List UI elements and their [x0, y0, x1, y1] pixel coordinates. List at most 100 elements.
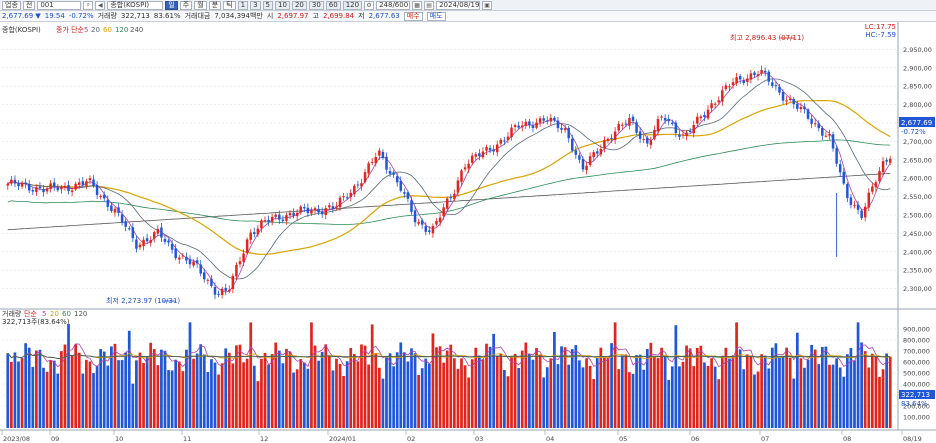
- volume-bar: [45, 371, 49, 428]
- volume-bar: [281, 363, 285, 428]
- volume-bar: [595, 357, 599, 428]
- candle-body: [35, 187, 38, 193]
- buy-button[interactable]: 매수: [403, 11, 423, 21]
- candle-body: [617, 124, 620, 131]
- last-price-tag-bg: [899, 117, 935, 127]
- volume-bar: [763, 355, 767, 428]
- candle-body: [38, 186, 42, 189]
- candle-body: [667, 119, 670, 122]
- table-icon[interactable]: ▦: [412, 0, 423, 10]
- volume-bar: [13, 352, 17, 428]
- candle-body: [467, 163, 470, 169]
- search-icon[interactable]: ⌕: [83, 0, 94, 10]
- minute-1[interactable]: 1: [237, 0, 249, 10]
- volume-bar: [402, 352, 406, 428]
- candle-body: [649, 140, 653, 145]
- volume-bar: [556, 364, 560, 428]
- volume-bar: [592, 379, 596, 428]
- candle-body: [410, 200, 413, 212]
- candle-body: [585, 165, 588, 171]
- volume-bar: [663, 356, 667, 428]
- candle-body: [388, 171, 392, 174]
- code-input[interactable]: 001: [37, 0, 82, 10]
- minute-30[interactable]: 30: [308, 0, 324, 10]
- volume-bar: [781, 356, 785, 428]
- volume-bar: [60, 351, 63, 428]
- candle-body: [260, 220, 263, 229]
- candle-body: [824, 135, 828, 137]
- period-month-tab[interactable]: 월: [194, 0, 207, 10]
- x-axis-label: 08: [843, 435, 851, 443]
- volume-bar: [831, 364, 835, 428]
- candle-body: [571, 138, 574, 151]
- volume-bar: [674, 325, 678, 428]
- candle-body: [281, 219, 285, 221]
- candle-body: [778, 86, 781, 93]
- volume-bar: [413, 353, 417, 428]
- minute-20[interactable]: 20: [291, 0, 307, 10]
- volume-bar: [553, 332, 556, 428]
- volume-bar: [313, 345, 317, 428]
- price-y-tick: 2,450,00: [903, 230, 932, 238]
- period-tick-tab[interactable]: 틱: [223, 0, 236, 10]
- minute-60[interactable]: 60: [325, 0, 341, 10]
- minute-120[interactable]: 120: [342, 0, 363, 10]
- minute-5[interactable]: 5: [262, 0, 274, 10]
- period-week-tab[interactable]: 주: [179, 0, 193, 10]
- price-y-tick: 2,850,00: [903, 83, 932, 91]
- calendar-icon[interactable]: ▣: [482, 0, 493, 10]
- candle-body: [424, 226, 428, 232]
- volume-bar: [345, 361, 349, 428]
- volume-bar: [210, 359, 213, 428]
- settings-icon[interactable]: ⚙: [364, 0, 375, 10]
- candle-body: [610, 137, 613, 140]
- volume-bar: [631, 373, 635, 428]
- date-field[interactable]: 2024/08/19: [436, 0, 481, 10]
- period-minute-tab[interactable]: 분: [208, 0, 222, 10]
- candle-body: [274, 214, 277, 217]
- volume-y-tick: 800,000: [903, 337, 930, 345]
- price-y-tick: 2,500,00: [903, 211, 932, 219]
- speaker-icon[interactable]: ◀: [95, 0, 106, 10]
- candle-body: [703, 115, 706, 117]
- volume-bar: [324, 344, 328, 428]
- ma120-path: [7, 139, 891, 225]
- sell-button[interactable]: 매도: [426, 11, 446, 21]
- candle-body: [385, 156, 388, 170]
- candle-body: [853, 205, 856, 207]
- candle-body: [760, 69, 763, 74]
- volume-bar: [81, 373, 85, 428]
- grid-icon[interactable]: ▤: [424, 0, 435, 10]
- field-select[interactable]: 전: [22, 0, 36, 10]
- volume-bar: [756, 371, 760, 428]
- volume-bar: [31, 366, 35, 428]
- candle-body: [295, 212, 299, 217]
- volume-bar: [874, 356, 878, 428]
- candle-body: [42, 188, 45, 193]
- candle-body: [706, 109, 710, 119]
- vol-legend-ma: 단순: [24, 309, 37, 318]
- volume-bar: [356, 361, 360, 428]
- market-select[interactable]: 업종: [2, 0, 21, 10]
- candle-body: [771, 82, 774, 86]
- candle-body: [520, 125, 524, 128]
- volume-bar: [842, 376, 846, 428]
- minute-10[interactable]: 10: [275, 0, 290, 10]
- candle-body: [817, 123, 821, 129]
- volume-bar: [392, 366, 395, 428]
- candle-body: [503, 140, 506, 142]
- candle-body: [792, 99, 796, 105]
- candle-body: [560, 127, 563, 130]
- chart-svg: 종합(KOSPI) 종가 단순 5 20 60 120 240 LC:17.75…: [0, 22, 936, 443]
- candle-body: [181, 255, 185, 257]
- period-day-tab[interactable]: 일: [165, 0, 178, 10]
- volume-bar: [327, 356, 331, 428]
- candle-body: [52, 182, 56, 187]
- candle-body: [113, 208, 117, 213]
- count-field[interactable]: 248/600: [376, 0, 411, 10]
- minute-3[interactable]: 3: [250, 0, 261, 10]
- candle-body: [549, 117, 553, 122]
- volume-bar: [531, 359, 535, 428]
- volume-bar: [56, 373, 60, 428]
- price-y-tick: 2,600,00: [903, 175, 932, 183]
